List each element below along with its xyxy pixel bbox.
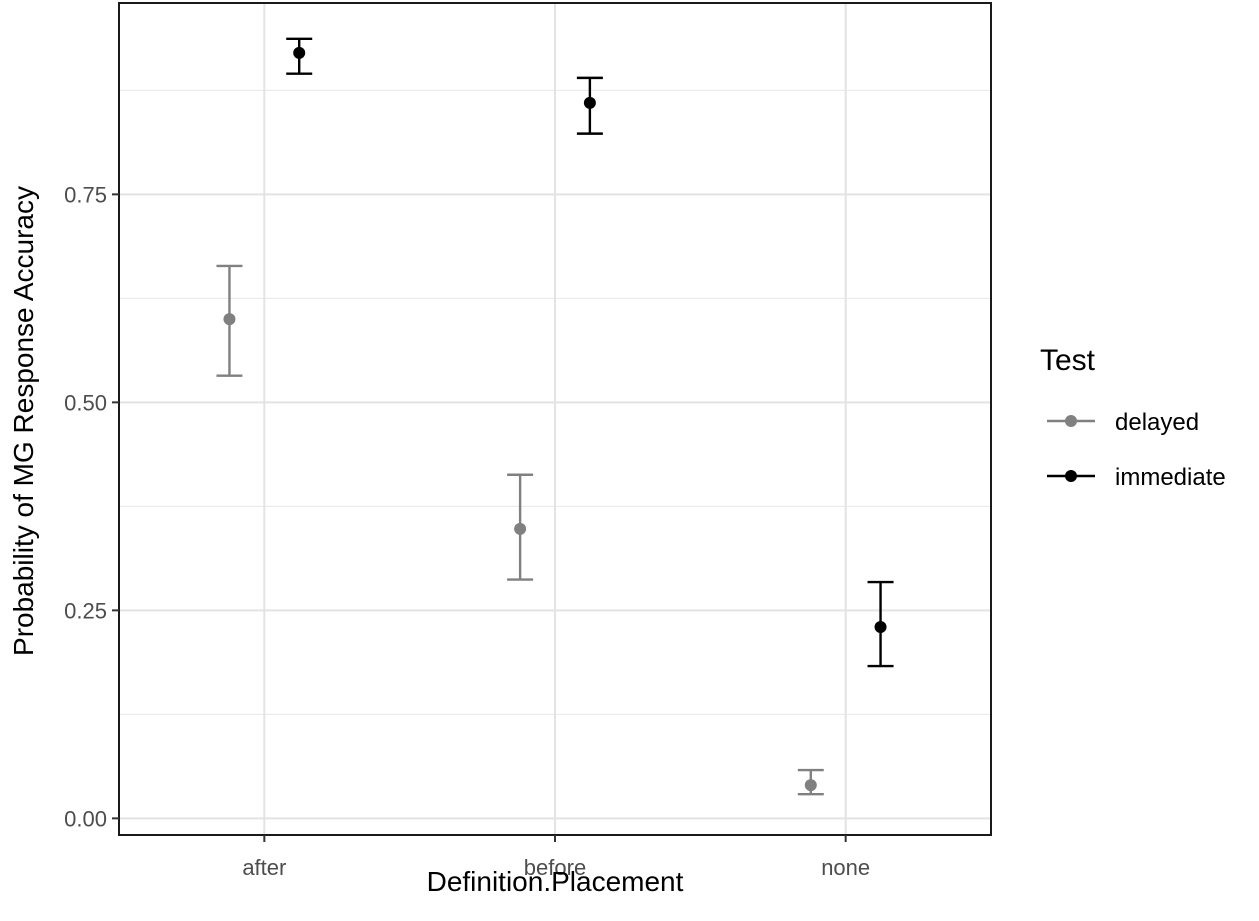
y-tick-label: 0.50 <box>64 390 107 415</box>
point-delayed <box>804 779 817 792</box>
point-immediate <box>874 621 887 633</box>
legend-items: delayed immediate <box>1047 409 1226 491</box>
major-gridlines <box>119 3 991 835</box>
point-immediate <box>293 46 306 59</box>
data-points <box>223 46 887 792</box>
y-tick-label: 0.00 <box>64 806 107 831</box>
y-axis: 0.00 0.25 0.50 0.75 <box>64 182 119 831</box>
point-immediate <box>583 96 596 109</box>
y-tick-label: 0.75 <box>64 182 107 207</box>
y-tick-label: 0.25 <box>64 598 107 623</box>
legend-label-delayed: delayed <box>1115 409 1199 436</box>
x-tick-label: none <box>821 855 870 880</box>
x-tick-label: after <box>242 855 286 880</box>
x-tick-label: before <box>524 855 586 880</box>
legend-label-immediate: immediate <box>1115 464 1226 491</box>
legend-key-point-delayed <box>1065 415 1077 427</box>
legend: Test delayed immediate <box>1040 344 1226 491</box>
x-axis: after before none <box>242 835 870 880</box>
legend-key-point-immediate <box>1065 470 1077 482</box>
legend-title: Test <box>1040 344 1096 377</box>
x-axis-title: Definition.Placement <box>427 866 684 897</box>
point-delayed <box>223 313 236 326</box>
point-delayed <box>514 522 527 535</box>
y-axis-title: Probability of MG Response Accuracy <box>8 186 39 656</box>
